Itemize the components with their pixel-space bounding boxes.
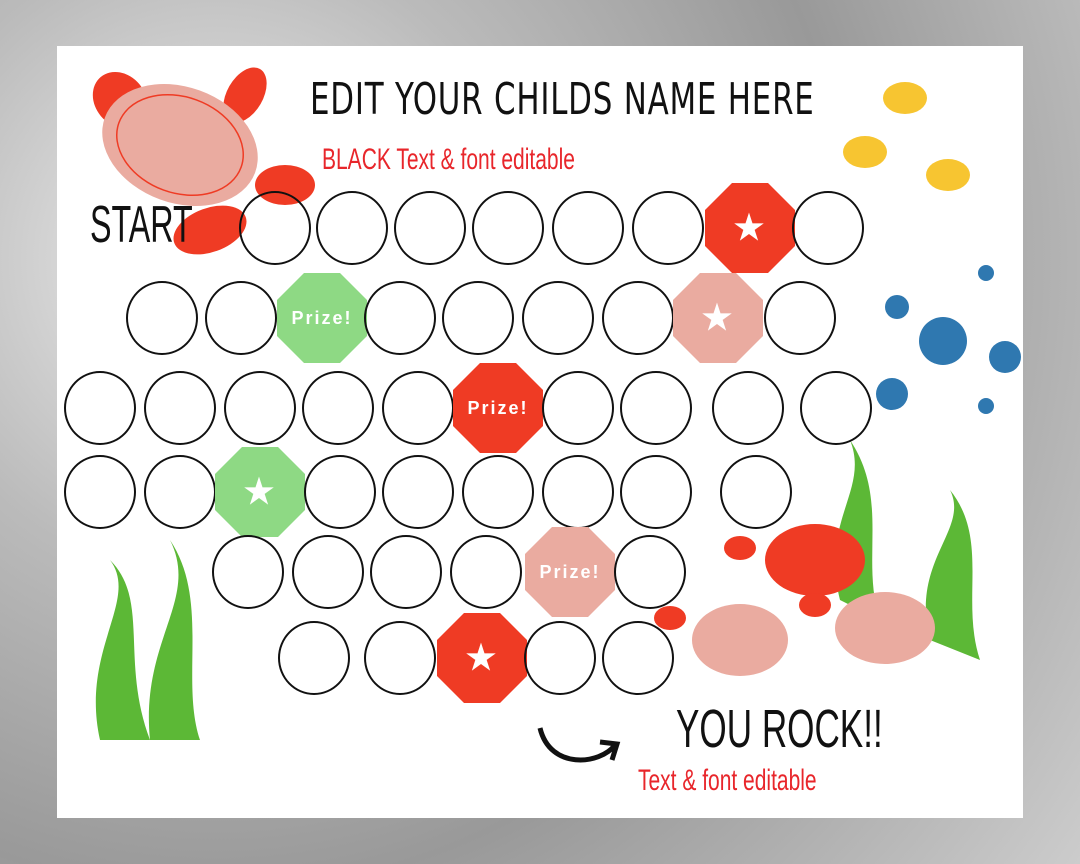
sticker-circle[interactable] xyxy=(126,281,198,355)
sticker-circle[interactable] xyxy=(632,191,704,265)
sticker-circle[interactable] xyxy=(370,535,442,609)
sticker-circle[interactable] xyxy=(602,281,674,355)
star-space[interactable]: ★ xyxy=(705,183,795,273)
arrow-icon xyxy=(537,727,621,763)
star-space[interactable]: ★ xyxy=(673,273,763,363)
star-icon: ★ xyxy=(701,299,735,337)
sticker-circle[interactable] xyxy=(522,281,594,355)
sticker-circle[interactable] xyxy=(614,535,686,609)
prize-label: Prize! xyxy=(291,307,353,328)
child-name-title[interactable]: Edit your childs name here xyxy=(310,74,815,125)
sticker-circle[interactable] xyxy=(278,621,350,695)
sticker-circle[interactable] xyxy=(64,455,136,529)
sticker-circle[interactable] xyxy=(720,455,792,529)
star-space[interactable]: ★ xyxy=(215,447,305,537)
prize-space[interactable]: Prize! xyxy=(277,273,367,363)
finish-editable-note: Text & font editable xyxy=(638,764,817,797)
sticker-circle[interactable] xyxy=(542,371,614,445)
sticker-circle[interactable] xyxy=(450,535,522,609)
sticker-circle[interactable] xyxy=(382,371,454,445)
sticker-circle[interactable] xyxy=(304,455,376,529)
sticker-circle[interactable] xyxy=(472,191,544,265)
sticker-circle[interactable] xyxy=(292,535,364,609)
sticker-circle[interactable] xyxy=(764,281,836,355)
sticker-circle[interactable] xyxy=(382,455,454,529)
sticker-circle[interactable] xyxy=(302,371,374,445)
sea-turtle-icon xyxy=(92,67,315,255)
sticker-circle[interactable] xyxy=(394,191,466,265)
sticker-circle[interactable] xyxy=(524,621,596,695)
sticker-circle[interactable] xyxy=(442,281,514,355)
start-label: START xyxy=(90,196,193,254)
finish-label: YOU ROCK!! xyxy=(676,699,883,759)
sticker-circle[interactable] xyxy=(364,621,436,695)
fish-icon xyxy=(843,82,970,191)
star-icon: ★ xyxy=(243,473,277,511)
sticker-circle[interactable] xyxy=(364,281,436,355)
sticker-circle[interactable] xyxy=(239,191,311,265)
sticker-circle[interactable] xyxy=(224,371,296,445)
sticker-circle[interactable] xyxy=(462,455,534,529)
sticker-circle[interactable] xyxy=(792,191,864,265)
star-icon: ★ xyxy=(465,639,499,677)
star-space[interactable]: ★ xyxy=(437,613,527,703)
star-icon: ★ xyxy=(733,209,767,247)
sticker-circle[interactable] xyxy=(144,455,216,529)
sticker-circle[interactable] xyxy=(542,455,614,529)
sticker-circle[interactable] xyxy=(800,371,872,445)
sticker-circle[interactable] xyxy=(144,371,216,445)
sticker-circle[interactable] xyxy=(552,191,624,265)
sticker-circle[interactable] xyxy=(620,455,692,529)
sticker-circle[interactable] xyxy=(64,371,136,445)
prize-label: Prize! xyxy=(539,561,601,582)
prize-space[interactable]: Prize! xyxy=(453,363,543,453)
sticker-circle[interactable] xyxy=(212,535,284,609)
sticker-circle[interactable] xyxy=(712,371,784,445)
sticker-circle[interactable] xyxy=(602,621,674,695)
bubbles-icon xyxy=(876,265,1021,414)
sticker-circle[interactable] xyxy=(205,281,277,355)
prize-label: Prize! xyxy=(467,397,529,418)
turtles-icon xyxy=(654,524,935,676)
sticker-circle[interactable] xyxy=(316,191,388,265)
sticker-circle[interactable] xyxy=(620,371,692,445)
editable-note: BLACK Text & font editable xyxy=(322,143,575,176)
prize-space[interactable]: Prize! xyxy=(525,527,615,617)
